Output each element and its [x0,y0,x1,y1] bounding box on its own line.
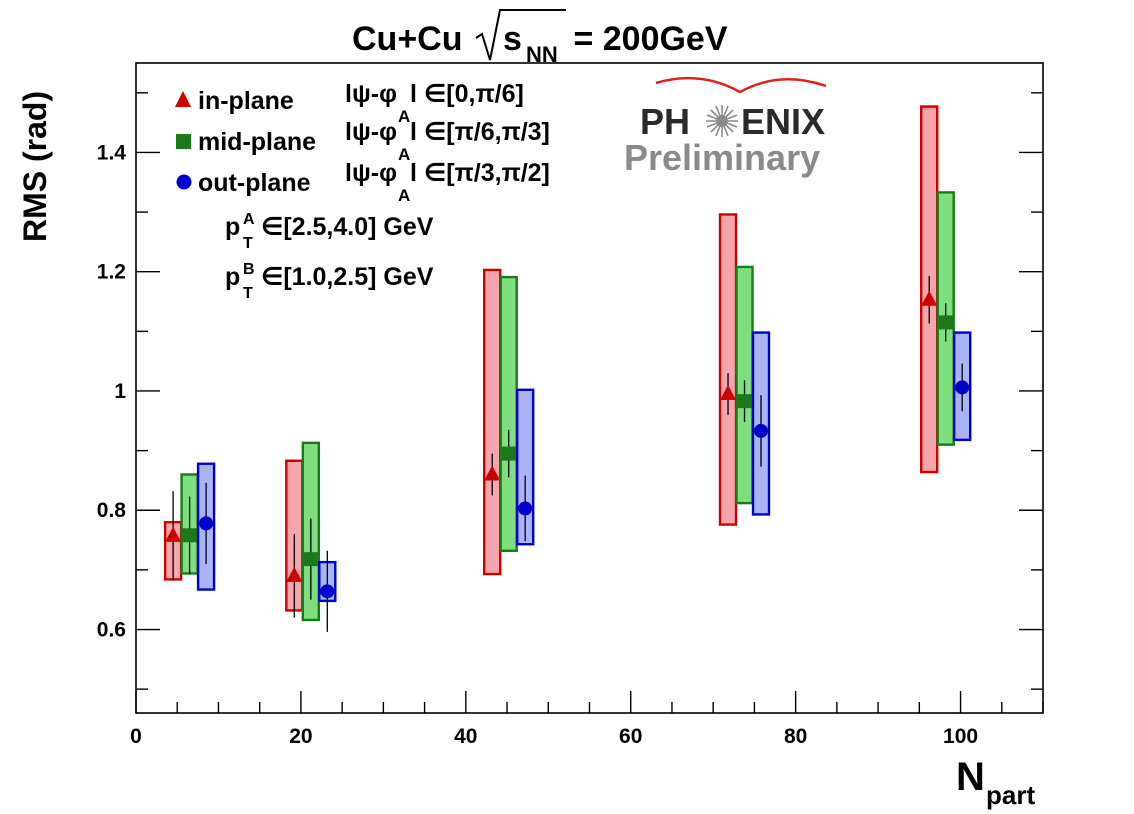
point-in-plane [286,566,303,582]
y-tick-label: 0.6 [97,619,126,642]
logo-sunburst-icon [706,105,738,137]
point-out-plane [754,423,769,438]
point-out-plane [199,516,214,531]
logo-text-right: ENIX [741,101,825,142]
legend-label-mid-plane: mid-plane [198,128,316,156]
title-main: Cu+Cu [352,20,463,58]
legend-marker-mid-plane [176,134,191,149]
x-tick-label: 0 [130,725,142,748]
x-tick-label: 40 [454,725,477,748]
y-tick-label: 1.4 [97,141,127,164]
data-markers [165,290,970,599]
legend-cond-out-plane-range: l ∈[π/3,π/2] [410,159,550,187]
pt-b-sup: B [243,261,255,278]
point-mid-plane [737,394,752,409]
title-sqrt-s: s [503,20,522,58]
pt-a-p: p [225,213,240,241]
legend-marker-out-plane [176,174,192,190]
pt-b-sub: T [243,285,253,302]
pt-a-sub: T [243,235,253,252]
point-mid-plane [938,315,953,330]
legend-label-out-plane: out-plane [198,169,311,197]
x-tick-label: 100 [943,725,978,748]
legend: in-plane mid-plane out-plane lψ-φ A l ∈[… [175,80,550,205]
sys-band-in-plane [483,268,502,576]
pt-b-range: ∈[1.0,2.5] GeV [254,263,434,291]
point-in-plane [720,384,737,400]
legend-cond-mid-plane-range: l ∈[π/6,π/3] [410,118,550,146]
legend-cond-in-plane-range: l ∈[0,π/6] [410,80,524,108]
point-out-plane [955,380,970,395]
legend-cond-in-plane-sub: A [398,107,410,126]
y-tick-label: 1.2 [97,261,126,284]
x-tick-label: 80 [784,725,807,748]
x-tick-label: 60 [619,725,642,748]
y-tick-label: 1 [114,380,126,403]
chart-title: Cu+Cu [352,20,463,58]
pt-b-p: p [225,263,240,291]
legend-cond-mid-plane-sub: A [398,145,410,164]
pt-a-sup: A [243,211,255,228]
y-axis-label: RMS (rad) [17,91,53,242]
point-mid-plane [501,446,516,461]
pt-annotations: p A T ∈[2.5,4.0] GeV p B T ∈[1.0,2.5] Ge… [225,211,434,302]
legend-cond-out-plane-sub: A [398,186,410,205]
legend-cond-out-plane: lψ-φ [345,159,397,187]
logo-text-left: PH [640,101,690,142]
pt-a-range: ∈[2.5,4.0] GeV [254,213,434,241]
point-out-plane [320,584,335,599]
x-tick-label: 20 [289,725,312,748]
title-tail: = 200GeV [564,20,728,58]
phenix-logo: PH ENIX Preliminary [624,76,827,178]
point-mid-plane [182,528,197,543]
logo-subtitle: Preliminary [624,137,820,178]
legend-cond-mid-plane: lψ-φ [345,118,397,146]
sqrt-sign [475,9,566,61]
point-in-plane [484,465,501,481]
sys-band-mid-plane [499,275,518,552]
axes: 0 20 40 60 80 100 0.6 0.8 1 1.2 1.4 [97,92,1044,748]
x-axis-label-sub: part [986,780,1035,810]
logo-arc [655,76,827,94]
x-axis-label: N [956,755,985,799]
legend-marker-in-plane [175,91,191,107]
legend-cond-in-plane: lψ-φ [345,80,397,108]
sys-band-in-plane [718,213,738,526]
point-mid-plane [303,552,318,567]
y-tick-label: 0.8 [97,499,127,522]
plot-frame [135,62,1044,714]
legend-label-in-plane: in-plane [198,87,294,115]
point-out-plane [518,501,533,516]
point-in-plane [165,526,182,542]
point-in-plane [921,290,938,306]
